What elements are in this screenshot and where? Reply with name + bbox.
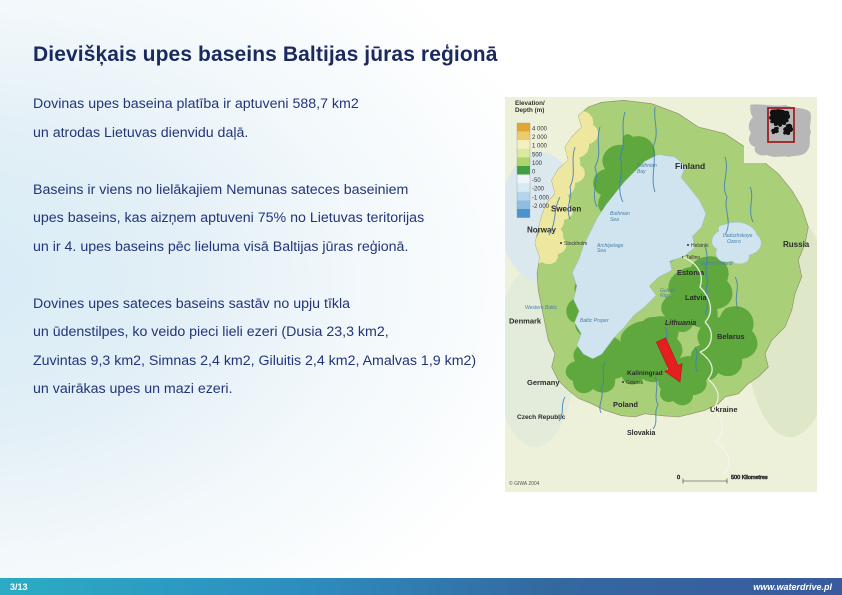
svg-text:500: 500 bbox=[532, 152, 543, 158]
svg-text:Norway: Norway bbox=[527, 225, 556, 234]
svg-text:1 000: 1 000 bbox=[532, 144, 548, 150]
svg-text:Stockholm: Stockholm bbox=[564, 241, 587, 247]
svg-text:4 000: 4 000 bbox=[532, 127, 548, 133]
svg-text:Latvia: Latvia bbox=[685, 293, 708, 302]
svg-text:2 000: 2 000 bbox=[532, 135, 548, 141]
svg-text:Poland: Poland bbox=[613, 400, 638, 409]
svg-text:© GIWA 2004: © GIWA 2004 bbox=[509, 480, 540, 487]
svg-text:Lithuania: Lithuania bbox=[665, 320, 696, 327]
svg-text:Finland: Finland bbox=[675, 161, 705, 171]
svg-text:Bay: Bay bbox=[637, 169, 646, 175]
svg-text:Russia: Russia bbox=[783, 240, 810, 249]
svg-text:-50: -50 bbox=[532, 178, 541, 184]
svg-text:0: 0 bbox=[677, 475, 680, 481]
svg-text:Baltic Proper: Baltic Proper bbox=[580, 318, 609, 324]
svg-text:Denmark: Denmark bbox=[509, 317, 542, 326]
svg-text:Elevation/: Elevation/ bbox=[515, 100, 545, 107]
svg-text:Gdansk: Gdansk bbox=[626, 380, 644, 386]
svg-text:Belarus: Belarus bbox=[717, 332, 745, 341]
svg-text:Riga: Riga bbox=[660, 293, 671, 299]
svg-text:Czech Republic: Czech Republic bbox=[517, 414, 566, 421]
svg-text:-200: -200 bbox=[532, 187, 545, 193]
svg-text:Sea: Sea bbox=[597, 248, 606, 254]
svg-text:Kaliningrad: Kaliningrad bbox=[627, 370, 663, 377]
svg-text:Sea: Sea bbox=[610, 217, 619, 223]
svg-text:500 Kilometres: 500 Kilometres bbox=[731, 475, 768, 481]
svg-text:Depth (m): Depth (m) bbox=[515, 107, 544, 114]
svg-text:Western Baltic: Western Baltic bbox=[525, 305, 558, 311]
svg-text:Slovakia: Slovakia bbox=[627, 430, 656, 437]
svg-text:Gulf of Finland: Gulf of Finland bbox=[700, 261, 733, 267]
svg-text:-1 000: -1 000 bbox=[532, 195, 550, 201]
svg-text:100: 100 bbox=[532, 161, 543, 167]
svg-text:Germany: Germany bbox=[527, 378, 560, 387]
svg-text:-2 000: -2 000 bbox=[532, 204, 550, 210]
svg-text:Ozero: Ozero bbox=[727, 239, 741, 245]
